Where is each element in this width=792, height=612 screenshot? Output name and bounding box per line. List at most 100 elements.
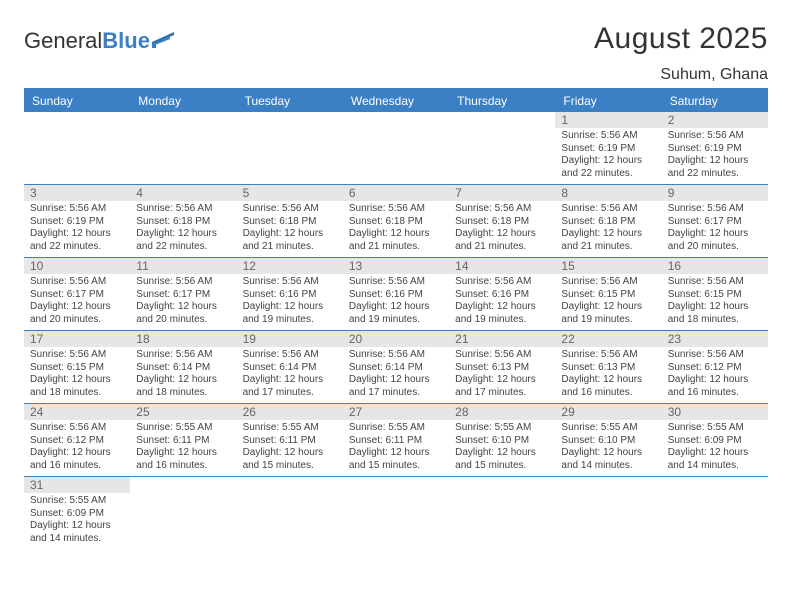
calendar-cell: 26Sunrise: 5:55 AMSunset: 6:11 PMDayligh… [237,404,343,477]
sunset-text: Sunset: 6:09 PM [30,508,124,521]
day-number: 5 [237,185,343,201]
sunset-text: Sunset: 6:11 PM [243,435,337,448]
calendar-cell: 5Sunrise: 5:56 AMSunset: 6:18 PMDaylight… [237,185,343,258]
calendar-cell: 19Sunrise: 5:56 AMSunset: 6:14 PMDayligh… [237,331,343,404]
day-number: 6 [343,185,449,201]
day-details: Sunrise: 5:56 AMSunset: 6:12 PMDaylight:… [662,347,768,404]
calendar-cell: 24Sunrise: 5:56 AMSunset: 6:12 PMDayligh… [24,404,130,477]
day-number: 17 [24,331,130,347]
day-details: Sunrise: 5:56 AMSunset: 6:18 PMDaylight:… [130,201,236,258]
calendar-cell-blank [343,112,449,185]
day-details: Sunrise: 5:56 AMSunset: 6:18 PMDaylight:… [343,201,449,258]
sunrise-text: Sunrise: 5:56 AM [243,276,337,289]
weekday-saturday: Saturday [662,90,768,112]
day-details: Sunrise: 5:55 AMSunset: 6:10 PMDaylight:… [555,420,661,477]
sunrise-text: Sunrise: 5:56 AM [455,276,549,289]
sunset-text: Sunset: 6:16 PM [349,289,443,302]
weekday-wednesday: Wednesday [343,90,449,112]
calendar-cell-blank [130,112,236,185]
title-month: August 2025 [594,22,768,56]
sunrise-text: Sunrise: 5:56 AM [30,276,124,289]
title-block: August 2025 [594,22,768,56]
calendar-cell: 12Sunrise: 5:56 AMSunset: 6:16 PMDayligh… [237,258,343,331]
sunset-text: Sunset: 6:12 PM [30,435,124,448]
day-details: Sunrise: 5:56 AMSunset: 6:15 PMDaylight:… [555,274,661,331]
sunset-text: Sunset: 6:11 PM [136,435,230,448]
day-details: Sunrise: 5:56 AMSunset: 6:15 PMDaylight:… [662,274,768,331]
sunset-text: Sunset: 6:16 PM [243,289,337,302]
calendar-cell-blank [662,477,768,549]
sunset-text: Sunset: 6:12 PM [668,362,762,375]
day-details [237,493,343,549]
day-number [449,477,555,493]
day-details: Sunrise: 5:56 AMSunset: 6:15 PMDaylight:… [24,347,130,404]
day-details: Sunrise: 5:56 AMSunset: 6:14 PMDaylight:… [343,347,449,404]
day-number: 3 [24,185,130,201]
day-details: Sunrise: 5:55 AMSunset: 6:11 PMDaylight:… [237,420,343,477]
daylight-text: Daylight: 12 hours and 18 minutes. [136,374,230,399]
day-details: Sunrise: 5:55 AMSunset: 6:11 PMDaylight:… [130,420,236,477]
sunset-text: Sunset: 6:15 PM [30,362,124,375]
day-number [237,477,343,493]
daylight-text: Daylight: 12 hours and 21 minutes. [561,228,655,253]
day-details: Sunrise: 5:55 AMSunset: 6:09 PMDaylight:… [24,493,130,549]
logo-flag-icon [152,28,178,54]
daylight-text: Daylight: 12 hours and 20 minutes. [668,228,762,253]
day-number [24,112,130,128]
day-number: 23 [662,331,768,347]
calendar-cell: 28Sunrise: 5:55 AMSunset: 6:10 PMDayligh… [449,404,555,477]
calendar-cell: 14 Sunrise: 5:56 AMSunset: 6:16 PMDayligh… [449,258,555,331]
day-details: Sunrise: 5:56 AMSunset: 6:18 PMDaylight:… [449,201,555,258]
sunrise-text: Sunrise: 5:56 AM [30,422,124,435]
day-number: 14 [449,258,555,274]
calendar-cell-blank [237,477,343,549]
day-number: 19 [237,331,343,347]
day-details [449,493,555,549]
logo-text-2: Blue [102,28,150,54]
day-details: Sunrise: 5:56 AMSunset: 6:16 PMDaylight:… [343,274,449,331]
calendar-cell: 25Sunrise: 5:55 AMSunset: 6:11 PMDayligh… [130,404,236,477]
day-number: 7 [449,185,555,201]
day-number: 10 [24,258,130,274]
title-location: Suhum, Ghana [24,66,768,90]
sunrise-text: Sunrise: 5:56 AM [136,203,230,216]
sunrise-text: Sunrise: 5:56 AM [455,203,549,216]
day-number [662,477,768,493]
day-details: Sunrise: 5:56 AMSunset: 6:13 PMDaylight:… [449,347,555,404]
sunset-text: Sunset: 6:10 PM [455,435,549,448]
sunrise-text: Sunrise: 5:56 AM [668,203,762,216]
calendar-cell: 27Sunrise: 5:55 AMSunset: 6:11 PMDayligh… [343,404,449,477]
daylight-text: Daylight: 12 hours and 14 minutes. [668,447,762,472]
calendar-cell: 20Sunrise: 5:56 AMSunset: 6:14 PMDayligh… [343,331,449,404]
day-details [130,128,236,185]
day-number: 1 [555,112,661,128]
calendar-cell: 22Sunrise: 5:56 AMSunset: 6:13 PMDayligh… [555,331,661,404]
logo-text-1: General [24,28,102,54]
sunset-text: Sunset: 6:14 PM [136,362,230,375]
day-number [449,112,555,128]
calendar-cell-blank [130,477,236,549]
sunset-text: Sunset: 6:16 PM [455,289,549,302]
day-number: 12 [237,258,343,274]
day-number: 15 [555,258,661,274]
calendar-cell: 17Sunrise: 5:56 AMSunset: 6:15 PMDayligh… [24,331,130,404]
calendar-cell: 9Sunrise: 5:56 AMSunset: 6:17 PMDaylight… [662,185,768,258]
calendar-cell: 23Sunrise: 5:56 AMSunset: 6:12 PMDayligh… [662,331,768,404]
calendar-cell: 2Sunrise: 5:56 AMSunset: 6:19 PMDaylight… [662,112,768,185]
sunset-text: Sunset: 6:09 PM [668,435,762,448]
day-number: 24 [24,404,130,420]
day-number: 28 [449,404,555,420]
day-number: 29 [555,404,661,420]
daylight-text: Daylight: 12 hours and 22 minutes. [30,228,124,253]
daylight-text: Daylight: 12 hours and 19 minutes. [455,301,549,326]
sunrise-text: Sunrise: 5:56 AM [243,349,337,362]
daylight-text: Daylight: 12 hours and 21 minutes. [455,228,549,253]
sunrise-text: Sunrise: 5:56 AM [455,349,549,362]
sunrise-text: Sunrise: 5:55 AM [243,422,337,435]
sunset-text: Sunset: 6:13 PM [455,362,549,375]
day-number: 18 [130,331,236,347]
day-details: Sunrise: 5:56 AMSunset: 6:17 PMDaylight:… [130,274,236,331]
calendar-cell-blank [449,112,555,185]
sunrise-text: Sunrise: 5:56 AM [561,130,655,143]
daylight-text: Daylight: 12 hours and 16 minutes. [668,374,762,399]
